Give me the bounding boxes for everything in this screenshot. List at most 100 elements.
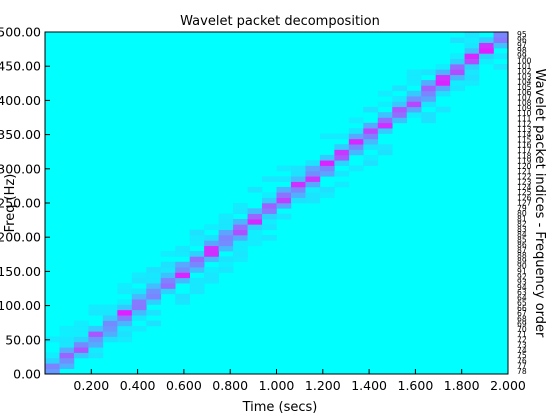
heatmap-cell [160, 283, 176, 289]
x-tick-label: 1.400 [351, 378, 387, 393]
heatmap-cell [59, 352, 75, 359]
heatmap-cell [45, 357, 60, 364]
heatmap-cell [204, 277, 219, 284]
packet-index-label: 126 [517, 193, 532, 202]
heatmap-cell [305, 186, 321, 193]
heatmap-cell [421, 117, 436, 124]
heatmap-cell [59, 325, 75, 332]
packet-index-label: 104 [517, 78, 532, 87]
packet-index-label: 98 [517, 46, 527, 55]
packet-index-label: 80 [517, 209, 527, 218]
packet-index-label: 93 [517, 278, 527, 287]
heatmap-cell [218, 256, 234, 263]
heatmap-cell [290, 176, 306, 182]
packet-index-label: 63 [517, 288, 527, 297]
heatmap-cell [73, 347, 89, 353]
heatmap-cell [377, 122, 393, 129]
packet-index-label: 118 [517, 151, 532, 160]
heatmap-cell [262, 213, 277, 220]
heatmap-cell [305, 181, 321, 188]
packet-index-label: 110 [517, 109, 532, 118]
heatmap-cell [102, 331, 118, 337]
heatmap-cell [189, 261, 205, 268]
heatmap-cell [493, 64, 509, 70]
heatmap-cell [102, 320, 118, 327]
heatmap-cell [363, 106, 379, 113]
heatmap-cell [348, 117, 364, 124]
heatmap-cell [319, 170, 335, 177]
heatmap-cell [348, 165, 364, 172]
heatmap-cell [262, 203, 277, 209]
packet-index-axis: 9596979899100101102103104105106107108109… [517, 30, 532, 376]
heatmap-cell [493, 32, 509, 38]
heatmap-cell [247, 240, 263, 247]
heatmap-cell [45, 352, 60, 359]
x-tick-label: 1.000 [259, 378, 295, 393]
heatmap-cell [233, 208, 248, 214]
x-axis-label: Time (secs) [242, 400, 318, 415]
x-tick-label: 1.200 [305, 378, 341, 393]
heatmap-cell [363, 144, 379, 150]
heatmap-cell [435, 90, 451, 97]
heatmap-cell [334, 170, 350, 177]
heatmap [45, 32, 509, 375]
heatmap-cell [334, 133, 350, 140]
heatmap-cell [479, 53, 494, 60]
heatmap-cell [290, 181, 306, 188]
heatmap-cell [334, 144, 350, 150]
heatmap-cell [392, 101, 408, 108]
heatmap-cell [377, 144, 393, 150]
heatmap-cell [305, 160, 321, 166]
heatmap-cell [189, 267, 205, 273]
packet-index-label: 67 [517, 309, 527, 318]
heatmap-cell [392, 112, 408, 118]
heatmap-cell [377, 128, 393, 134]
heatmap-cell [45, 336, 60, 343]
heatmap-cell [102, 315, 118, 321]
heatmap-cell [88, 341, 104, 348]
heatmap-cell [204, 272, 219, 279]
heatmap-cell [450, 64, 465, 70]
heatmap-cell [464, 80, 480, 86]
heatmap-cell [392, 106, 408, 113]
packet-index-label: 120 [517, 162, 532, 171]
heatmap-cell [464, 64, 480, 70]
heatmap-cell [406, 96, 422, 102]
heatmap-cell [73, 336, 89, 343]
packet-index-label: 112 [517, 120, 532, 129]
packet-index-label: 77 [517, 362, 527, 371]
packet-index-label: 121 [517, 167, 532, 176]
heatmap-cell [117, 336, 133, 343]
y-tick-label: 450.00 [0, 59, 41, 74]
heatmap-cell [117, 320, 133, 327]
heatmap-cell [450, 58, 465, 65]
heatmap-cell [464, 58, 480, 65]
heatmap-cell [88, 325, 104, 332]
heatmap-cell [218, 224, 234, 231]
heatmap-cell [233, 256, 248, 263]
packet-index-label: 109 [517, 104, 532, 113]
packet-index-label: 71 [517, 330, 527, 339]
packet-index-label: 88 [517, 251, 527, 260]
heatmap-cell [131, 315, 147, 321]
heatmap-cell [146, 267, 162, 273]
heatmap-cell [406, 101, 422, 108]
heatmap-cell [262, 176, 277, 182]
packet-index-label: 99 [517, 51, 527, 60]
heatmap-cell [218, 219, 234, 225]
heatmap-cell [262, 192, 277, 198]
heatmap-cell [276, 176, 292, 182]
packet-index-label: 95 [517, 30, 527, 39]
packet-index-label: 74 [517, 346, 527, 355]
heatmap-cell [59, 363, 75, 369]
heatmap-cell [305, 176, 321, 182]
heatmap-cell [334, 154, 350, 161]
heatmap-cell [175, 299, 190, 305]
heatmap-cell [88, 347, 104, 353]
packet-index-label: 111 [517, 114, 532, 123]
y-tick-label: 350.00 [0, 127, 41, 142]
packet-index-label: 124 [517, 183, 532, 192]
heatmap-cell [363, 138, 379, 145]
packet-index-label: 89 [517, 256, 527, 265]
heatmap-cell [131, 309, 147, 316]
